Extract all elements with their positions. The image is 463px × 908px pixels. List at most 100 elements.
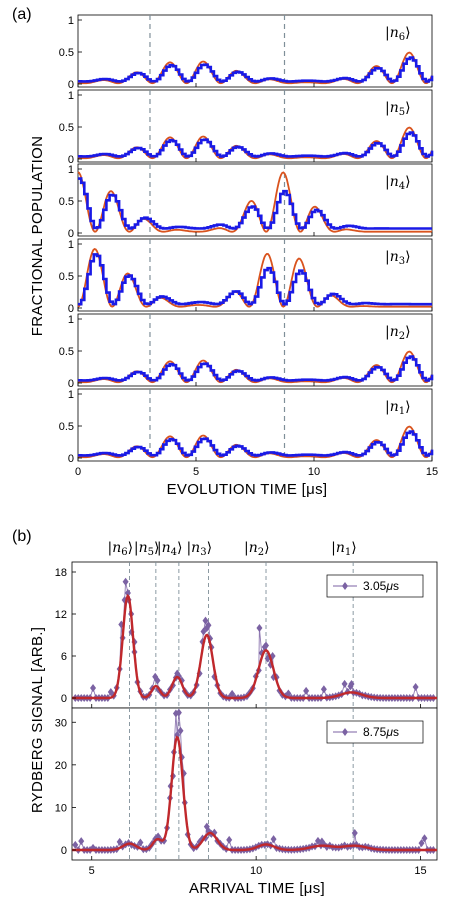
- subpanel-n5: 0 0.5 1 |n5⟩: [59, 89, 434, 166]
- data-point: [229, 689, 236, 698]
- data-point: [341, 679, 348, 688]
- data-point: [177, 726, 184, 735]
- experiment-trace: [78, 131, 434, 158]
- state-marker-n4: |n4⟩: [157, 540, 183, 558]
- panel-b-label: (b): [12, 528, 32, 545]
- state-marker-n5: |n5⟩: [134, 540, 160, 558]
- y-tick-label: 0: [61, 845, 67, 857]
- panel-b-x-axis-label: ARRIVAL TIME [μs]: [189, 880, 325, 897]
- panel-b-y-axis-label: RYDBERG SIGNAL [ARB.]: [29, 627, 46, 813]
- subpanel-n2: 0 0.5 1 |n2⟩: [59, 313, 434, 390]
- subpanel-b-2: 0 10 20 30 8.75μs: [55, 707, 438, 861]
- data-point: [256, 624, 263, 632]
- state-label-n2: |n2⟩: [385, 324, 411, 342]
- y-tick-label: 20: [55, 760, 67, 772]
- data-point: [78, 837, 85, 846]
- legend-marker: [342, 728, 348, 736]
- y-tick-label: 0: [61, 693, 67, 705]
- y-tick-label: 1: [68, 164, 74, 176]
- legend-label: 8.75μs: [363, 725, 399, 739]
- y-tick-label: 30: [55, 717, 67, 729]
- legend-value: 3.05: [363, 579, 387, 593]
- legend-label: 3.05μs: [363, 579, 399, 593]
- subpanel-frame: [77, 388, 433, 462]
- subpanel-frame: [77, 313, 433, 387]
- data-point: [226, 835, 233, 844]
- state-label-n5: |n5⟩: [385, 100, 411, 118]
- legend-box: [326, 574, 424, 598]
- y-tick-label: 1: [68, 15, 74, 27]
- data-point: [116, 837, 123, 846]
- state-marker-n3: |n3⟩: [186, 540, 212, 558]
- data-point: [348, 680, 355, 688]
- subpanel-frame: [77, 89, 433, 163]
- fit-curve: [72, 735, 437, 852]
- legend-marker: [342, 582, 348, 590]
- y-tick-label: 0: [68, 453, 74, 465]
- data-point: [418, 839, 425, 848]
- data-point: [263, 641, 270, 650]
- y-tick-label: 1: [68, 314, 74, 326]
- subpanel-n4: 0 0.5 1 |n4⟩: [59, 163, 433, 240]
- x-tick-label: 15: [414, 865, 426, 877]
- data-point: [303, 686, 310, 695]
- subpanel-n3: 0 0.5 1 |n3⟩: [59, 238, 433, 315]
- y-tick-label: 0.5: [59, 421, 74, 433]
- data-point: [90, 684, 97, 693]
- y-tick-label: 1: [68, 389, 74, 401]
- y-tick-label: 0: [68, 303, 74, 315]
- legend-value: 8.75: [363, 725, 387, 739]
- data-point: [270, 835, 277, 844]
- panel-b: |n6⟩ |n5⟩|n4⟩ |n3⟩ |n2⟩ |n1⟩ 0 6 12 18 3.05μs 0 10 2…: [55, 540, 438, 877]
- state-marker-n2: |n2⟩: [244, 540, 270, 558]
- x-tick-label: 10: [250, 865, 262, 877]
- experiment-trace: [78, 253, 432, 306]
- data-point: [205, 621, 212, 630]
- experiment-trace: [78, 355, 434, 382]
- legend-unit: s: [393, 579, 399, 593]
- data-point: [122, 577, 129, 586]
- subpanel-frame: [77, 14, 433, 88]
- x-tick-label: 5: [193, 466, 199, 478]
- y-tick-label: 0: [68, 79, 74, 91]
- data-point: [351, 828, 358, 837]
- fit-curve: [72, 593, 437, 700]
- y-tick-label: 10: [55, 802, 67, 814]
- panel-a-y-axis-label: FRACTIONAL POPULATION: [29, 136, 46, 337]
- y-tick-label: 0: [68, 228, 74, 240]
- panel-a-label: (a): [12, 6, 32, 23]
- subpanel-n1: 0 0.5 1 |n1⟩: [59, 388, 434, 465]
- y-tick-label: 1: [68, 90, 74, 102]
- data-point: [72, 840, 79, 849]
- state-marker-n1: |n1⟩: [331, 540, 357, 558]
- experiment-trace: [78, 430, 434, 457]
- x-tick-label: 15: [426, 466, 438, 478]
- data-point: [137, 838, 144, 847]
- y-tick-label: 0.5: [59, 122, 74, 134]
- y-tick-label: 0.5: [59, 196, 74, 208]
- subpanel-frame: [77, 163, 433, 237]
- data-point: [421, 834, 428, 843]
- y-tick-label: 1: [68, 239, 74, 251]
- panel-a-x-axis-label: EVOLUTION TIME [μs]: [167, 481, 328, 498]
- data-point: [320, 685, 327, 694]
- subpanel-b-1: 0 6 12 18 3.05μs: [55, 561, 438, 709]
- panel-a: 0 0.5 1 |n6⟩ 0 0.5 1 |n5⟩ 0 0.5 1 |n4⟩ 0 0.5 1 |n3⟩ 0 0.5…: [59, 14, 438, 478]
- data-point: [202, 616, 209, 625]
- y-tick-label: 0.5: [59, 271, 74, 283]
- data-point: [285, 689, 292, 698]
- y-tick-label: 0.5: [59, 47, 74, 59]
- legend-unit: s: [393, 725, 399, 739]
- subpanel-n6: 0 0.5 1 |n6⟩: [59, 14, 434, 91]
- state-label-n4: |n4⟩: [385, 174, 411, 192]
- data-point: [412, 682, 419, 691]
- state-label-n6: |n6⟩: [385, 25, 411, 43]
- x-tick-label: 5: [89, 865, 95, 877]
- state-marker-n6: |n6⟩: [108, 540, 134, 558]
- data-point: [175, 708, 182, 717]
- x-tick-label: 0: [75, 466, 81, 478]
- y-tick-label: 0.5: [59, 346, 74, 358]
- experiment-trace: [78, 56, 434, 83]
- data-point: [314, 836, 321, 845]
